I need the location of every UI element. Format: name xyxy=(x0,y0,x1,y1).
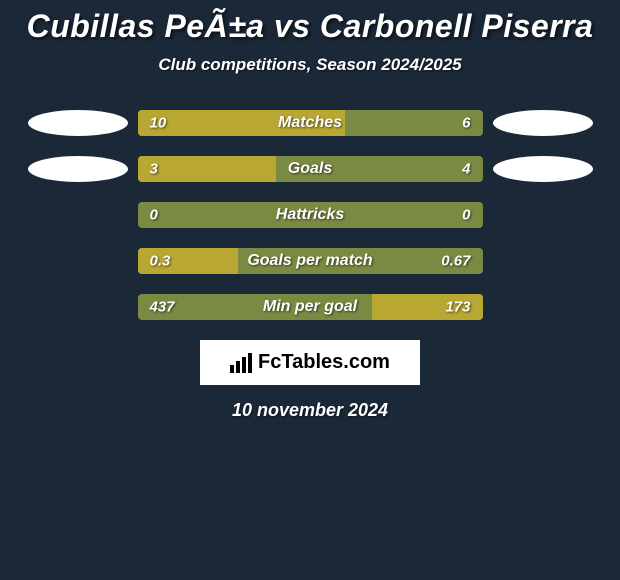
stat-value-right: 173 xyxy=(445,299,470,316)
stat-label: Hattricks xyxy=(276,206,344,224)
player-right-ellipse xyxy=(493,110,593,136)
stat-bar: 3 Goals 4 xyxy=(138,156,483,182)
stat-bar: 0 Hattricks 0 xyxy=(138,202,483,228)
main-container: Cubillas PeÃ±a vs Carbonell Piserra Club… xyxy=(0,0,620,421)
stat-value-left: 437 xyxy=(150,299,175,316)
logo-box: FcTables.com xyxy=(200,340,420,385)
stat-bar: 0.3 Goals per match 0.67 xyxy=(138,248,483,274)
stat-row: 10 Matches 6 xyxy=(0,110,620,136)
page-title: Cubillas PeÃ±a vs Carbonell Piserra xyxy=(0,8,620,45)
stat-bar: 437 Min per goal 173 xyxy=(138,294,483,320)
stat-value-left: 0.3 xyxy=(150,253,171,270)
player-right-ellipse xyxy=(493,156,593,182)
subtitle: Club competitions, Season 2024/2025 xyxy=(0,55,620,75)
stat-label: Matches xyxy=(278,114,342,132)
stat-value-right: 0 xyxy=(462,207,470,224)
stat-label: Min per goal xyxy=(263,298,357,316)
stat-label: Goals xyxy=(288,160,332,178)
stat-value-right: 0.67 xyxy=(441,253,470,270)
stat-label: Goals per match xyxy=(247,252,372,270)
stat-value-left: 0 xyxy=(150,207,158,224)
player-left-ellipse xyxy=(28,156,128,182)
stat-value-right: 6 xyxy=(462,115,470,132)
stat-row: 0 Hattricks 0 xyxy=(0,202,620,228)
date-text: 10 november 2024 xyxy=(0,400,620,421)
stat-bar: 10 Matches 6 xyxy=(138,110,483,136)
player-left-ellipse xyxy=(28,110,128,136)
stat-value-left: 3 xyxy=(150,161,158,178)
stat-row: 0.3 Goals per match 0.67 xyxy=(0,248,620,274)
stats-section: 10 Matches 6 3 Goals 4 0 Hattricks 0 0.3 Goals per… xyxy=(0,110,620,320)
logo-text: FcTables.com xyxy=(258,351,390,374)
stat-value-left: 10 xyxy=(150,115,167,132)
chart-icon xyxy=(230,353,252,373)
stat-row: 3 Goals 4 xyxy=(0,156,620,182)
stat-row: 437 Min per goal 173 xyxy=(0,294,620,320)
stat-value-right: 4 xyxy=(462,161,470,178)
bar-fill-left xyxy=(138,156,276,182)
